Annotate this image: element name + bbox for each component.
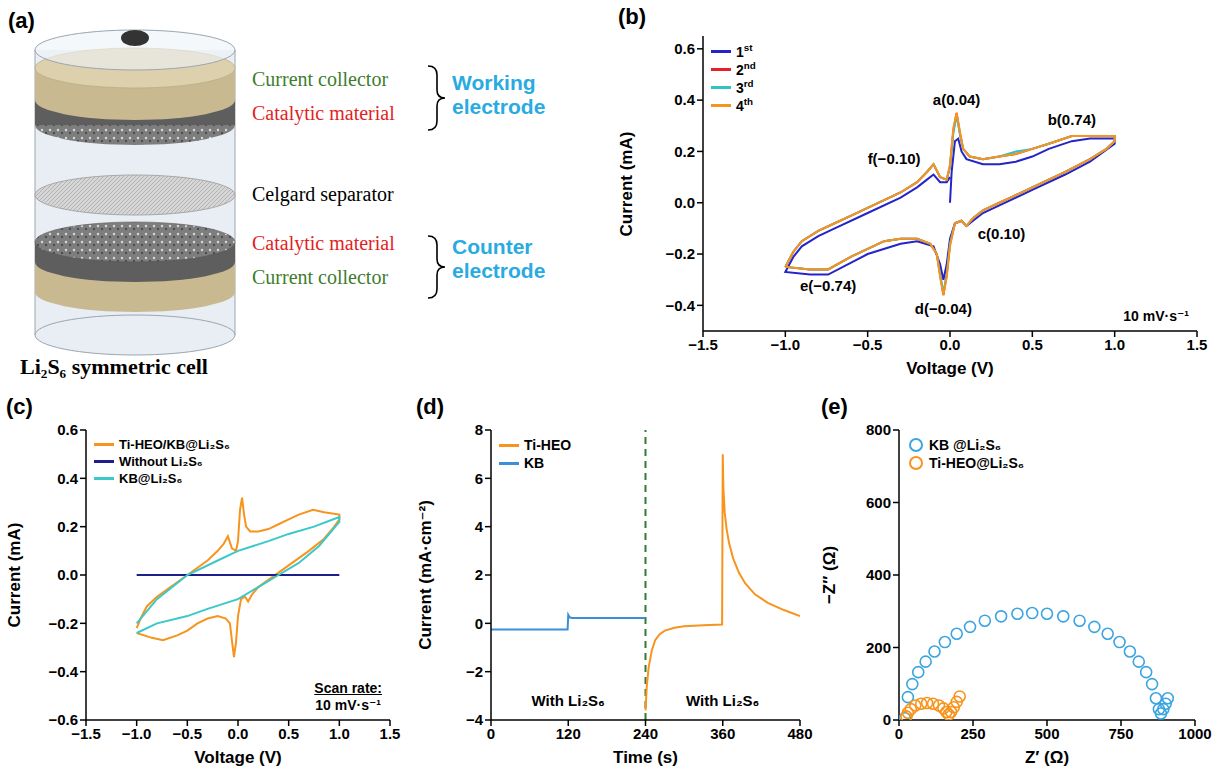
svg-text:4: 4 — [475, 518, 484, 535]
svg-text:1.5: 1.5 — [380, 725, 401, 742]
html-text:Z′ (Ω): Z′ (Ω) — [1024, 748, 1070, 767]
svg-text:−1.5: −1.5 — [71, 724, 101, 742]
html-text:Ti-HEO: Ti-HEO — [524, 437, 572, 453]
html-text:KB @Li₂S₆: KB @Li₂S₆ — [929, 437, 1002, 453]
svg-text:0.4: 0.4 — [57, 470, 79, 487]
html-text:3rd: 3rd — [736, 78, 754, 96]
html-text:−Z″ (Ω): −Z″ (Ω) — [820, 545, 839, 605]
svg-text:800: 800 — [866, 421, 891, 438]
svg-text:0.0: 0.0 — [57, 566, 78, 583]
html-text:Without Li₂S₆: Without Li₂S₆ — [119, 454, 203, 469]
svg-text:Catalytic material: Catalytic material — [252, 232, 395, 255]
svg-text:0.6: 0.6 — [674, 40, 695, 57]
svg-text:250: 250 — [960, 725, 985, 742]
html-text:10 mV·s⁻¹: 10 mV·s⁻¹ — [1123, 308, 1189, 324]
svg-text:Workingelectrode: Workingelectrode — [452, 71, 545, 118]
svg-text:1.5: 1.5 — [1187, 336, 1208, 353]
svg-text:360: 360 — [710, 725, 735, 742]
html-text:4th: 4th — [736, 96, 753, 114]
html-text:10 mV·s⁻¹: 10 mV·s⁻¹ — [315, 697, 381, 713]
svg-text:−0.2: −0.2 — [665, 245, 695, 262]
svg-text:−0.2: −0.2 — [48, 615, 78, 632]
html-text:Current (mA): Current (mA) — [617, 131, 636, 236]
html-text:Voltage (V): Voltage (V) — [906, 359, 994, 378]
html-text:Current (mA): Current (mA) — [5, 522, 24, 628]
svg-text:1.0: 1.0 — [1104, 336, 1125, 353]
svg-text:Li₂S₆ symmetric cell: Li₂S₆ symmetric cell — [20, 354, 208, 379]
svg-text:0.2: 0.2 — [674, 143, 695, 160]
svg-text:c(0.10): c(0.10) — [978, 225, 1026, 242]
html-text:(b): (b) — [618, 4, 647, 29]
svg-text:−1.0: −1.0 — [771, 336, 801, 353]
svg-text:0.0: 0.0 — [674, 194, 695, 211]
svg-text:−0.5: −0.5 — [853, 336, 883, 353]
html-text:KB: KB — [524, 455, 545, 471]
html-text:KB@Li₂S₆: KB@Li₂S₆ — [119, 471, 183, 486]
svg-text:0: 0 — [883, 711, 891, 728]
html-text:(d): (d) — [416, 394, 445, 419]
html-text:Ti-HEO@Li₂S₆: Ti-HEO@Li₂S₆ — [929, 455, 1025, 471]
svg-text:(a): (a) — [8, 8, 35, 33]
svg-text:0.2: 0.2 — [57, 518, 78, 535]
html-text:Ti-HEO/KB@Li₂S₆: Ti-HEO/KB@Li₂S₆ — [119, 437, 230, 452]
svg-text:−1.0: −1.0 — [122, 725, 152, 742]
html-text:2nd: 2nd — [736, 60, 756, 78]
svg-text:−0.6: −0.6 — [48, 711, 78, 728]
svg-text:6: 6 — [475, 470, 483, 487]
svg-text:480: 480 — [787, 725, 812, 742]
svg-text:Current collector: Current collector — [252, 266, 388, 288]
svg-text:0.6: 0.6 — [57, 421, 78, 438]
svg-text:−0.4: −0.4 — [48, 663, 78, 680]
svg-text:0.4: 0.4 — [674, 91, 696, 108]
svg-text:d(−0.04): d(−0.04) — [915, 300, 972, 317]
svg-text:500: 500 — [1034, 725, 1059, 742]
svg-text:8: 8 — [475, 421, 483, 438]
svg-text:Catalytic material: Catalytic material — [252, 102, 395, 125]
svg-text:200: 200 — [866, 639, 891, 656]
svg-text:0: 0 — [895, 725, 903, 742]
html-text:1st: 1st — [736, 42, 753, 60]
svg-text:0.5: 0.5 — [278, 725, 299, 742]
svg-text:120: 120 — [556, 725, 581, 742]
svg-text:−1.5: −1.5 — [688, 336, 718, 353]
svg-text:0.0: 0.0 — [940, 336, 961, 353]
svg-text:−4: −4 — [466, 711, 484, 728]
svg-text:a(0.04): a(0.04) — [933, 91, 981, 108]
svg-text:With Li₂S₆: With Li₂S₆ — [686, 692, 759, 709]
svg-text:With Li₂S₆: With Li₂S₆ — [532, 692, 605, 709]
svg-text:Counterelectrode: Counterelectrode — [452, 235, 545, 282]
html-text:Scan rate:: Scan rate: — [314, 680, 382, 696]
svg-text:400: 400 — [866, 566, 891, 583]
svg-text:0: 0 — [487, 725, 495, 742]
svg-text:−0.4: −0.4 — [665, 297, 695, 314]
svg-text:Current collector: Current collector — [252, 68, 388, 90]
html-text:(c): (c) — [6, 394, 33, 419]
svg-text:−2: −2 — [466, 663, 483, 680]
svg-text:240: 240 — [633, 725, 658, 742]
svg-text:0.0: 0.0 — [228, 725, 249, 742]
svg-text:0: 0 — [475, 615, 483, 632]
svg-text:600: 600 — [866, 494, 891, 511]
svg-text:2: 2 — [475, 566, 483, 583]
svg-text:1000: 1000 — [1178, 725, 1211, 742]
svg-text:1.0: 1.0 — [329, 725, 350, 742]
svg-text:0.5: 0.5 — [1022, 336, 1043, 353]
svg-text:−0.5: −0.5 — [173, 725, 203, 742]
svg-text:750: 750 — [1108, 725, 1133, 742]
html-text:Voltage (V): Voltage (V) — [194, 748, 282, 767]
html-text:Time (s): Time (s) — [613, 748, 678, 767]
svg-text:f(−0.10): f(−0.10) — [868, 150, 921, 167]
svg-text:b(0.74): b(0.74) — [1048, 111, 1096, 128]
svg-text:Celgard separator: Celgard separator — [252, 183, 394, 206]
svg-text:e(−0.74): e(−0.74) — [800, 277, 856, 294]
html-text:(e): (e) — [821, 394, 848, 419]
html-text:Current (mA·cm⁻²): Current (mA·cm⁻²) — [415, 500, 435, 650]
